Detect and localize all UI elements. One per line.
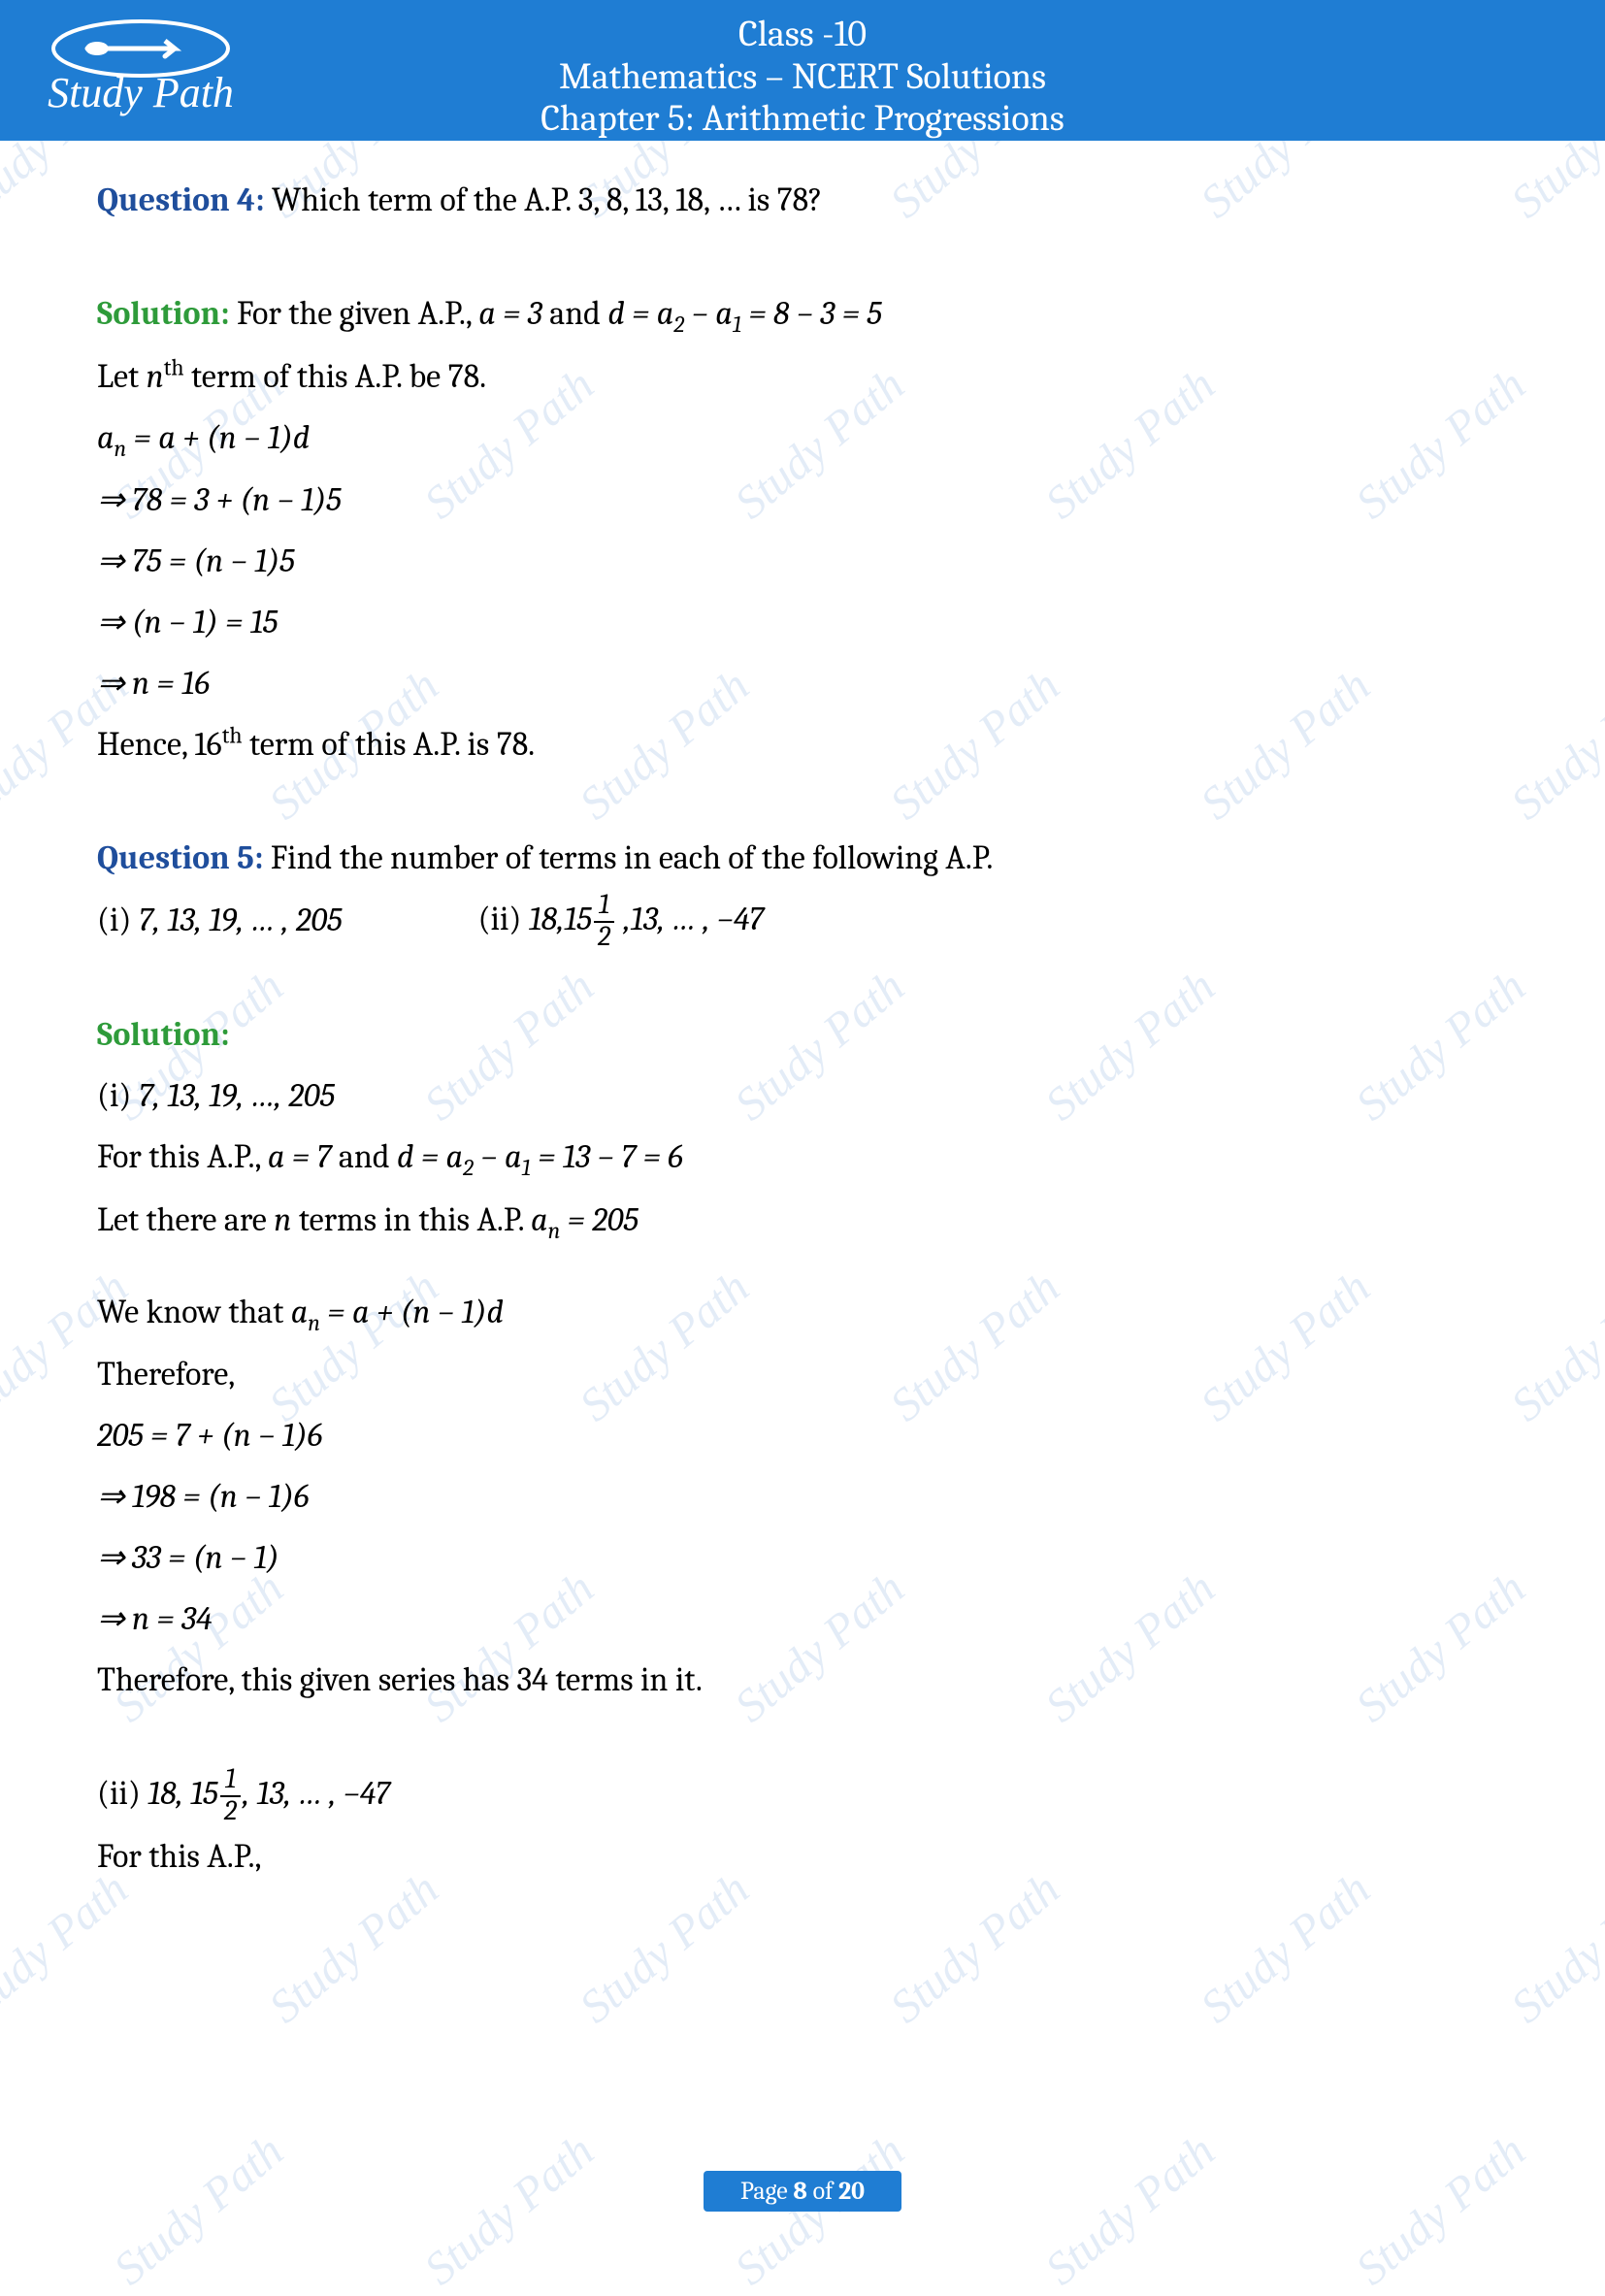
q4-label: Question 4: bbox=[97, 180, 264, 219]
q5-question: Question 5: Find the number of terms in … bbox=[97, 828, 1508, 889]
q5-option-i: (i) 7, 13, 19, … , 205 bbox=[97, 890, 343, 951]
q5-text: Find the number of terms in each of the … bbox=[263, 838, 993, 877]
q5-i-concl: Therefore, this given series has 34 term… bbox=[97, 1650, 1508, 1711]
q5-i-line3: We know that an = a + (n − 1)d bbox=[97, 1282, 1508, 1345]
q5-i-therefore: Therefore, bbox=[97, 1344, 1508, 1405]
q5-sol-label: Solution: bbox=[97, 1015, 230, 1054]
q4-sol-line2: Let nth term of this A.P. be 78. bbox=[97, 346, 1508, 408]
q4-eq1: an = a + (n − 1)d bbox=[97, 408, 1508, 471]
page-content: Question 4: Which term of the A.P. 3, 8,… bbox=[0, 141, 1605, 1887]
q5-label: Question 5: bbox=[97, 838, 263, 877]
q4-eq4: ⇒ (n − 1) = 15 bbox=[97, 592, 1508, 653]
q5-ii-seq: (ii) 18, 1512, 13, … , −47 bbox=[97, 1763, 1508, 1826]
q4-eq5: ⇒ n = 16 bbox=[97, 653, 1508, 714]
q5-sol-label-row: Solution: bbox=[97, 1004, 1508, 1066]
q5-i-seq: (i) 7, 13, 19, …, 205 bbox=[97, 1066, 1508, 1127]
logo: Study Path bbox=[29, 10, 252, 126]
logo-text: Study Path bbox=[48, 69, 234, 116]
q5-options-row: (i) 7, 13, 19, … , 205 (ii) 18,1512 ,13,… bbox=[97, 889, 1508, 952]
q5-i-eq2: ⇒ 198 = (n − 1)6 bbox=[97, 1466, 1508, 1527]
q5-i-eq4: ⇒ n = 34 bbox=[97, 1589, 1508, 1650]
header-banner: Study Path Class -10 Mathematics – NCERT… bbox=[0, 0, 1605, 141]
q4-eq3: ⇒ 75 = (n − 1)5 bbox=[97, 531, 1508, 592]
q5-i-line2: Let there are n terms in this A.P. an = … bbox=[97, 1190, 1508, 1253]
q5-ii-line1: For this A.P., bbox=[97, 1826, 1508, 1887]
q4-eq2: ⇒ 78 = 3 + (n − 1)5 bbox=[97, 470, 1508, 531]
q5-i-line1: For this A.P., a = 7 and d = a2 − a1 = 1… bbox=[97, 1127, 1508, 1190]
q4-sol-label: Solution: bbox=[97, 294, 230, 333]
footer-page-indicator: Page 8 of 20 bbox=[704, 2171, 901, 2212]
q5-i-eq3: ⇒ 33 = (n − 1) bbox=[97, 1527, 1508, 1589]
q4-question: Question 4: Which term of the A.P. 3, 8,… bbox=[97, 170, 1508, 231]
q4-conclusion: Hence, 16th term of this A.P. is 78. bbox=[97, 714, 1508, 775]
q4-sol-line1: Solution: For the given A.P., a = 3 and … bbox=[97, 283, 1508, 346]
q5-i-eq1: 205 = 7 + (n − 1)6 bbox=[97, 1405, 1508, 1466]
q4-text: Which term of the A.P. 3, 8, 13, 18, … i… bbox=[264, 180, 822, 219]
q5-option-ii: (ii) 18,1512 ,13, … , −47 bbox=[478, 889, 764, 952]
